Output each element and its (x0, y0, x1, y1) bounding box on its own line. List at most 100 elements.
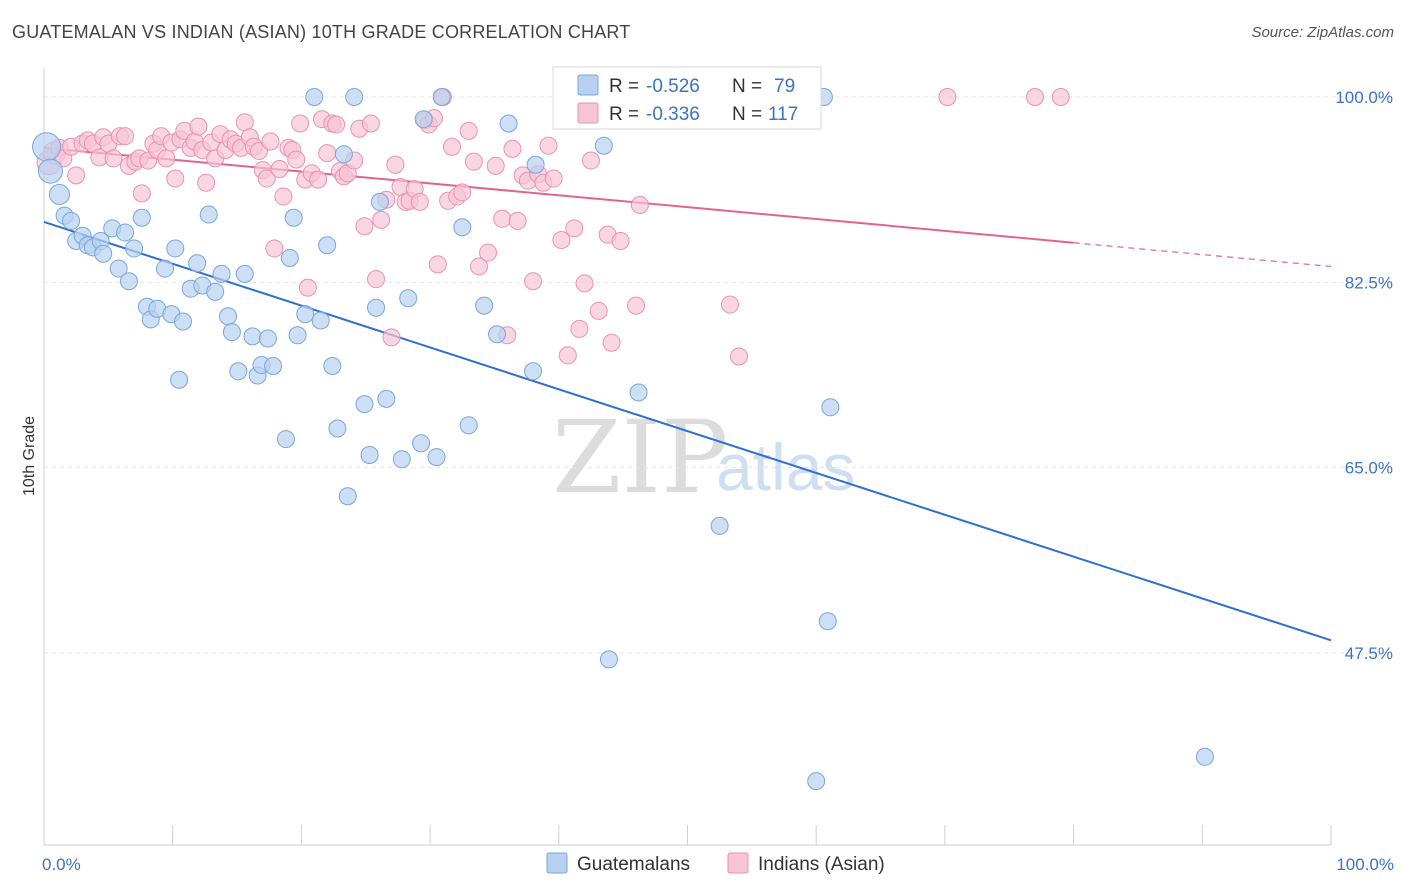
point-guatemalans-0 (32, 132, 62, 162)
point-guatemalans-67 (488, 325, 507, 344)
point-guatemalans-54 (360, 445, 379, 464)
point-indians-48 (270, 160, 289, 179)
point-guatemalans-48 (323, 356, 342, 375)
point-guatemalans-4 (62, 211, 81, 230)
point-indians-102 (539, 136, 558, 155)
legend-n-value: 79 (774, 76, 795, 97)
point-indians-32 (197, 173, 216, 192)
y-tick-labels: 100.0% 82.5% 65.0% 47.5% (1335, 88, 1393, 663)
bottom-legend-label-guatemalans: Guatemalans (577, 854, 690, 875)
point-indians-115 (630, 196, 649, 215)
point-guatemalans-55 (367, 298, 386, 317)
legend-r-value: -0.526 (646, 76, 700, 97)
point-guatemalans-1 (37, 158, 63, 184)
point-guatemalans-16 (132, 208, 151, 227)
point-guatemalans-43 (288, 326, 307, 345)
legend-r-label: R = (609, 104, 639, 125)
point-indians-105 (558, 346, 577, 365)
bottom-legend-swatch-guatemalans (546, 852, 568, 874)
point-indians-25 (166, 169, 185, 188)
point-guatemalans-61 (412, 434, 431, 453)
point-guatemalans-28 (199, 205, 218, 224)
point-indians-47 (265, 239, 284, 258)
point-indians-57 (309, 170, 328, 189)
point-indians-43 (249, 142, 268, 161)
point-guatemalans-75 (807, 772, 826, 791)
point-indians-106 (565, 219, 584, 238)
point-indians-85 (442, 137, 461, 156)
point-indians-89 (464, 152, 483, 171)
point-indians-68 (361, 114, 380, 133)
legend-swatch-blue (577, 74, 599, 96)
chart-source: Source: ZipAtlas.com (1251, 24, 1394, 41)
point-guatemalans-32 (222, 323, 241, 342)
point-guatemalans-15 (125, 239, 144, 258)
x-tick-labels: 0.0% 100.0% (42, 855, 1394, 874)
point-indians-5 (67, 166, 86, 185)
point-guatemalans-26 (188, 254, 207, 273)
point-indians-118 (729, 347, 748, 366)
point-indians-110 (589, 301, 608, 320)
point-indians-93 (493, 209, 512, 228)
point-guatemalans-68 (499, 114, 518, 133)
y-tick-label-1: 82.5% (1345, 273, 1393, 292)
point-guatemalans-51 (338, 487, 357, 506)
point-guatemalans-44 (296, 305, 315, 324)
y-tick-label-0: 100.0% (1335, 88, 1393, 107)
point-guatemalans-31 (219, 307, 238, 326)
point-indians-113 (611, 232, 630, 251)
point-guatemalans-58 (392, 450, 411, 469)
point-guatemalans-34 (235, 264, 254, 283)
point-indians-112 (602, 333, 621, 352)
y-axis-label: 10th Grade (21, 416, 38, 496)
point-indians-18 (132, 184, 151, 203)
axes (43, 68, 1332, 846)
trend-line-extension-indians (1073, 242, 1332, 268)
point-guatemalans-77 (818, 612, 837, 631)
point-indians-23 (157, 149, 176, 168)
y-tick-label-2: 65.0% (1345, 459, 1393, 478)
x-tick-label-1: 100.0% (1336, 855, 1394, 874)
point-guatemalans-72 (599, 650, 618, 669)
point-guatemalans-59 (399, 289, 418, 308)
point-guatemalans-12 (109, 259, 128, 278)
point-guatemalans-62 (427, 448, 446, 467)
point-indians-107 (570, 319, 589, 338)
point-indians-120 (1025, 88, 1044, 106)
point-guatemalans-20 (155, 259, 174, 278)
trend-line-indians (43, 146, 1074, 244)
point-guatemalans-22 (166, 239, 185, 258)
point-guatemalans-40 (276, 430, 295, 449)
bottom-legend-label-indians: Indians (Asian) (758, 854, 885, 875)
point-guatemalans-74 (710, 516, 729, 535)
point-indians-69 (367, 270, 386, 289)
point-guatemalans-24 (173, 312, 192, 331)
point-indians-104 (552, 230, 571, 249)
point-guatemalans-39 (264, 356, 283, 375)
point-guatemalans-66 (475, 296, 494, 315)
point-guatemalans-56 (370, 192, 389, 211)
legend-n-label: N = (732, 104, 762, 125)
point-indians-90 (470, 257, 489, 276)
point-indians-103 (544, 169, 563, 188)
point-indians-95 (503, 139, 522, 158)
watermark-zip: ZIP (552, 399, 728, 516)
point-guatemalans-23 (170, 370, 189, 389)
point-guatemalans-41 (280, 248, 299, 267)
point-guatemalans-70 (526, 155, 545, 174)
point-guatemalans-49 (328, 419, 347, 438)
point-indians-78 (410, 192, 429, 211)
legend-r-label: R = (609, 76, 639, 97)
point-indians-46 (261, 132, 280, 151)
point-indians-49 (274, 187, 293, 206)
point-indians-121 (1051, 88, 1070, 106)
point-guatemalans-38 (258, 329, 277, 348)
point-guatemalans-73 (629, 383, 648, 402)
point-guatemalans-53 (355, 395, 374, 414)
point-guatemalans-29 (206, 282, 225, 301)
point-indians-99 (524, 272, 543, 291)
point-indians-30 (189, 117, 208, 136)
point-guatemalans-64 (453, 218, 472, 237)
legend-r-value: -0.336 (646, 104, 700, 125)
point-indians-108 (575, 274, 594, 293)
